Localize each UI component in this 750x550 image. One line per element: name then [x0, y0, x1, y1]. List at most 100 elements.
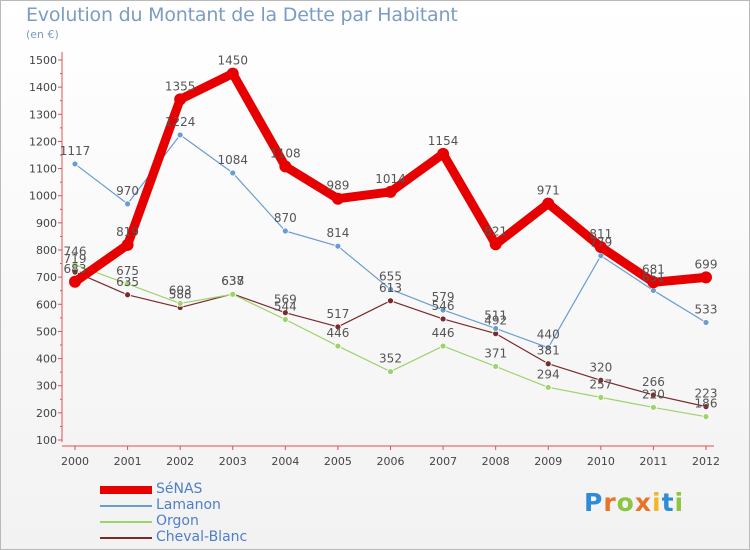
data-label: 294 — [537, 367, 560, 381]
data-label: 1450 — [217, 54, 248, 68]
legend-swatch-cheval-blanc — [100, 537, 152, 539]
data-point — [281, 227, 289, 235]
legend-label-senas: SéNAS — [156, 481, 203, 497]
data-label: 220 — [642, 387, 665, 401]
data-point — [439, 342, 447, 350]
data-label: 746 — [64, 245, 87, 259]
data-label: 811 — [589, 227, 612, 241]
data-label: 637 — [221, 274, 244, 288]
data-label: 1355 — [165, 79, 196, 93]
data-point — [71, 268, 79, 276]
data-label: 719 — [64, 252, 87, 266]
x-tick-label: 2008 — [482, 455, 510, 468]
data-label: 635 — [116, 275, 139, 289]
data-point — [176, 131, 184, 139]
y-tick-label: 1200 — [29, 135, 57, 148]
y-tick-label: 1500 — [29, 54, 57, 67]
data-point — [544, 383, 552, 391]
y-tick-label: 1100 — [29, 163, 57, 176]
logo-letter: o — [616, 488, 635, 517]
y-tick-label: 1400 — [29, 81, 57, 94]
legend-label-cheval-blanc: Cheval-Blanc — [156, 529, 248, 545]
data-point — [387, 285, 394, 293]
data-point — [647, 276, 660, 289]
data-label: 1224 — [165, 115, 196, 129]
data-label: 699 — [695, 257, 718, 271]
data-label: 446 — [326, 326, 349, 340]
data-point — [594, 241, 607, 254]
x-tick-label: 2006 — [377, 455, 405, 468]
data-point — [334, 242, 342, 250]
data-point — [492, 363, 500, 370]
data-label: 1084 — [217, 153, 248, 167]
y-tick-label: 400 — [36, 353, 57, 366]
data-point — [702, 403, 710, 411]
data-point — [124, 200, 131, 208]
data-label: 511 — [484, 308, 507, 322]
y-tick-label: 1000 — [29, 190, 57, 203]
data-label: 603 — [169, 283, 192, 297]
data-label: 546 — [432, 299, 455, 313]
data-point — [176, 300, 184, 307]
data-point — [124, 291, 131, 299]
data-point — [387, 297, 394, 305]
data-point — [279, 160, 292, 173]
x-tick-label: 2005 — [324, 455, 352, 468]
y-tick-label: 700 — [36, 271, 57, 284]
data-label: 651 — [642, 270, 665, 284]
data-label: 381 — [537, 344, 560, 358]
data-label: 1117 — [60, 144, 91, 158]
data-point — [542, 197, 555, 210]
data-point — [544, 344, 552, 352]
data-label: 638 — [221, 274, 244, 288]
data-point — [229, 169, 237, 177]
data-label: 821 — [484, 224, 507, 238]
x-tick-label: 2004 — [271, 455, 299, 468]
data-point — [650, 391, 657, 399]
x-tick-label: 2001 — [114, 455, 142, 468]
y-tick-label: 200 — [36, 407, 57, 420]
data-label: 675 — [116, 264, 139, 278]
data-point — [492, 325, 500, 332]
data-label: 870 — [274, 211, 297, 225]
y-tick-label: 300 — [36, 380, 57, 393]
legend-swatch-senas — [100, 486, 152, 494]
y-tick-label: 600 — [36, 298, 57, 311]
data-label: 257 — [589, 377, 612, 391]
logo-letter: i — [674, 488, 685, 517]
data-point — [650, 287, 657, 294]
y-tick-label: 800 — [36, 244, 57, 257]
data-label: 655 — [379, 269, 402, 283]
data-label: 1014 — [375, 172, 406, 186]
data-point — [702, 319, 710, 326]
legend-swatch-orgon — [100, 521, 152, 523]
logo-letter: r — [603, 488, 617, 517]
data-point — [387, 368, 394, 376]
x-tick-label: 2002 — [166, 455, 194, 468]
data-label: 440 — [537, 328, 560, 342]
data-label: 569 — [274, 293, 297, 307]
data-label: 371 — [484, 346, 507, 360]
data-point — [174, 93, 187, 106]
data-point — [229, 290, 237, 298]
x-tick-label: 2012 — [692, 455, 720, 468]
chart-title: Evolution du Montant de la Dette par Hab… — [26, 4, 458, 26]
data-label: 613 — [379, 281, 402, 295]
legend-label-orgon: Orgon — [156, 513, 199, 529]
data-label: 579 — [432, 290, 455, 304]
legend-label-lamanon: Lamanon — [156, 497, 221, 513]
data-point — [71, 160, 79, 168]
data-label: 446 — [432, 326, 455, 340]
logo-letter: x — [634, 488, 652, 517]
data-point — [489, 238, 502, 251]
data-point — [650, 404, 657, 411]
data-label: 819 — [116, 225, 139, 239]
x-tick-label: 2007 — [429, 455, 457, 468]
data-label: 1108 — [270, 146, 301, 160]
data-label: 533 — [695, 302, 718, 316]
x-tick-label: 2010 — [587, 455, 615, 468]
data-label: 492 — [484, 314, 507, 328]
data-point — [69, 275, 81, 288]
